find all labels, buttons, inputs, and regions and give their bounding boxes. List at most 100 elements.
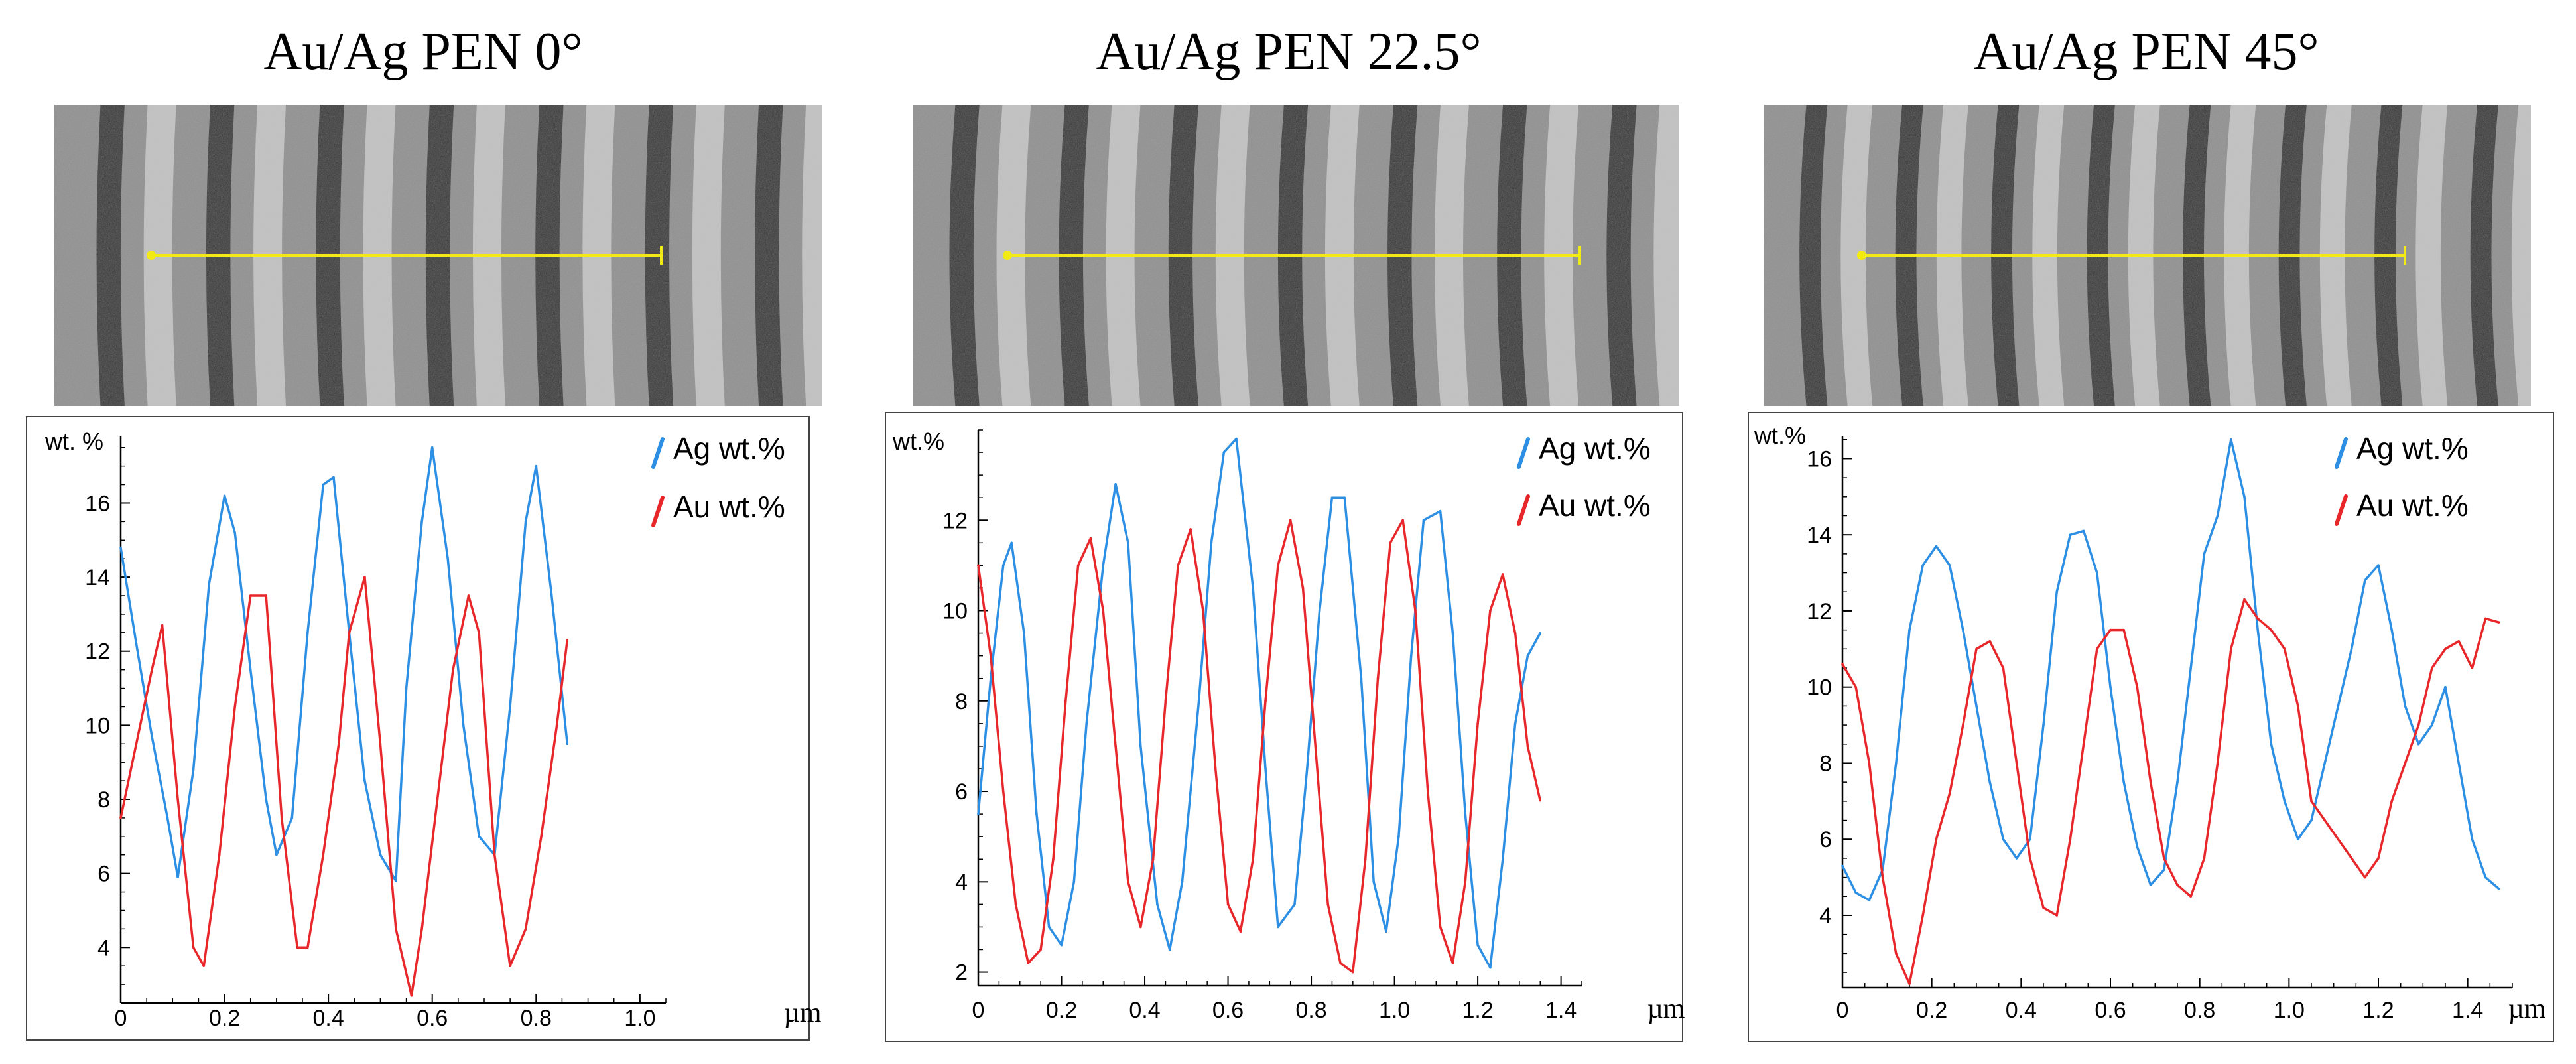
ag-data-point xyxy=(977,813,980,815)
ag-data-point xyxy=(2484,876,2487,879)
au-data-point xyxy=(1064,699,1067,702)
ag-data-point xyxy=(430,446,434,449)
x-tick-label: 1.0 xyxy=(624,1006,655,1031)
au-data-point xyxy=(1314,745,1317,748)
au-data-point xyxy=(1841,663,1844,666)
au-data-point xyxy=(322,853,325,856)
ag-data-point xyxy=(1222,451,1226,454)
au-data-point xyxy=(1439,925,1442,929)
y-tick-label: 4 xyxy=(955,870,968,895)
au-data-point xyxy=(493,853,496,856)
y-tick-label: 12 xyxy=(1807,599,1832,624)
ag-data-point xyxy=(1235,437,1238,440)
ag-data-point xyxy=(2283,800,2286,803)
ag-data-point xyxy=(509,705,511,708)
ag-data-point xyxy=(1895,762,1898,765)
au-data-point xyxy=(2498,621,2500,624)
ag-data-point xyxy=(2029,838,2031,841)
au-data-point xyxy=(452,668,454,671)
au-data-point xyxy=(1202,609,1204,612)
ag-data-point xyxy=(1010,541,1013,545)
ag-data-point xyxy=(1085,722,1088,725)
au-data-point xyxy=(2484,617,2487,620)
ag-data-point xyxy=(1372,880,1376,884)
linescan-plot: 4 6 8 10 12 14 16 0 0.2 0.4 0.6 0.8 1.0 1.2 1.4 wt.% µm A… xyxy=(1748,412,2554,1042)
legend-ag-label: Ag wt.% xyxy=(673,431,785,466)
ag-data-point xyxy=(1868,899,1871,901)
ag-data-point xyxy=(1168,948,1171,951)
au-data-point xyxy=(1339,962,1342,964)
x-tick-label: 1.2 xyxy=(1462,998,1493,1023)
linescan-plot: 2 4 6 8 10 12 0 0.2 0.4 0.6 0.8 1.0 1.2 1.4 wt.% µm Ag w… xyxy=(885,412,1685,1042)
au-data-point xyxy=(2310,800,2313,803)
x-tick-label: 0 xyxy=(115,1006,127,1031)
legend-au-swatch xyxy=(2335,494,2348,526)
legend-au-swatch xyxy=(1517,494,1530,526)
x-tick-label: 1.0 xyxy=(1379,998,1410,1023)
y-axis-label: wt.% xyxy=(1754,422,1806,449)
au-data-point xyxy=(1027,962,1030,964)
x-tick-label: 0.8 xyxy=(1295,998,1326,1023)
ag-data-point xyxy=(306,632,309,634)
au-data-point xyxy=(338,742,340,746)
ag-data-point xyxy=(1451,632,1454,635)
ag-data-point xyxy=(405,687,408,690)
au-data-point xyxy=(161,624,164,627)
x-tick-label: 0.2 xyxy=(1046,998,1077,1023)
ag-data-point xyxy=(2149,884,2152,886)
y-tick-label: 12 xyxy=(942,508,968,533)
ag-data-point xyxy=(2390,628,2393,632)
au-data-point xyxy=(2203,857,2206,860)
ag-data-point xyxy=(1526,654,1529,657)
au-data-point xyxy=(566,639,569,641)
ag-data-point xyxy=(192,768,195,771)
au-data-point xyxy=(1988,640,1991,643)
plot-frame xyxy=(26,416,810,1041)
au-data-point xyxy=(1164,699,1167,702)
au-data-point xyxy=(1451,962,1454,964)
linescan-marker xyxy=(147,246,663,265)
au-data-point xyxy=(1326,903,1329,906)
au-data-point xyxy=(306,946,309,949)
ag-data-point xyxy=(2364,579,2366,582)
au-data-point xyxy=(1289,519,1292,522)
y-tick-label: 6 xyxy=(97,862,110,887)
ag-data-point xyxy=(535,464,538,468)
au-data-point xyxy=(218,853,221,856)
y-tick-label: 2 xyxy=(955,961,968,986)
au-data-point xyxy=(410,994,413,997)
au-data-point xyxy=(2404,762,2407,765)
ag-data-point xyxy=(2082,529,2085,533)
au-data-point xyxy=(2069,838,2072,841)
au-data-point xyxy=(119,817,122,819)
au-data-point xyxy=(1501,573,1504,576)
panel-pen-0-deg: Au/Ag PEN 0° 4 6 8 10 12 14 16 0 0.2 0.4 0.6 0.8 1.0… xyxy=(26,23,822,1041)
ag-data-point xyxy=(1854,891,1857,894)
au-data-point xyxy=(379,742,382,746)
au-data-point xyxy=(1895,952,1898,955)
panel-pen-45-deg: Au/Ag PEN 45° 4 6 8 10 12 14 16 0 0.2 0.4 0.6 0.8 1.… xyxy=(1748,23,2554,1042)
au-data-point xyxy=(1526,745,1529,748)
au-data-point xyxy=(233,705,237,708)
au-data-point xyxy=(1352,970,1354,974)
au-data-point xyxy=(2256,617,2259,620)
x-tick-label: 1.0 xyxy=(2274,998,2305,1023)
au-data-point xyxy=(2122,628,2125,632)
ag-data-point xyxy=(290,817,294,819)
ag-data-point xyxy=(1841,864,1844,868)
au-data-point xyxy=(176,798,179,801)
au-data-point xyxy=(2417,724,2420,726)
au-data-point xyxy=(395,927,397,931)
ag-data-point xyxy=(1293,903,1296,906)
au-data-point xyxy=(2444,647,2447,651)
au-data-point xyxy=(1214,767,1217,770)
au-data-point xyxy=(2015,762,2018,765)
au-data-point xyxy=(1076,564,1080,567)
au-data-point xyxy=(2431,667,2433,669)
ag-data-point xyxy=(1047,925,1051,929)
ag-data-point xyxy=(1305,767,1309,770)
ag-data-point xyxy=(2404,704,2407,708)
ag-data-point xyxy=(208,583,210,586)
x-tick-label: 1.4 xyxy=(2452,998,2483,1023)
panel-title: Au/Ag PEN 0° xyxy=(264,23,583,81)
